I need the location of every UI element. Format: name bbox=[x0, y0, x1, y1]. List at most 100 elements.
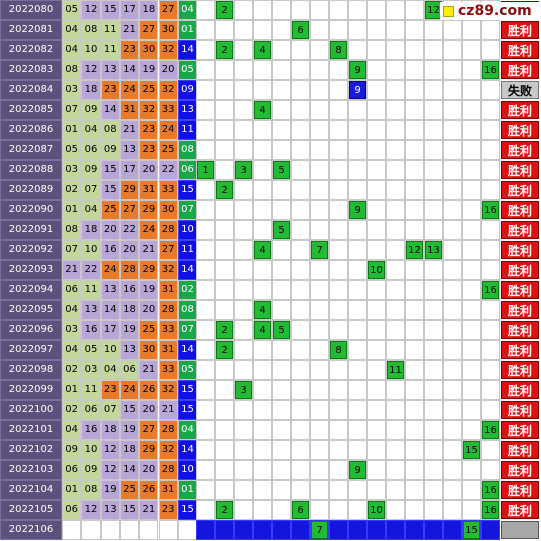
trend-cell bbox=[443, 100, 462, 120]
trend-cell bbox=[462, 40, 481, 60]
trend-cell bbox=[443, 420, 462, 440]
red-ball-cell: 29 bbox=[139, 260, 159, 280]
trend-cell bbox=[310, 60, 329, 80]
trend-cell bbox=[329, 220, 348, 240]
result-badge: 胜利 bbox=[501, 441, 539, 459]
red-ball-cell: 18 bbox=[119, 440, 140, 460]
trend-cell bbox=[481, 300, 500, 320]
issue-cell: 2022097 bbox=[0, 340, 62, 360]
blue-ball-cell: 11 bbox=[177, 240, 198, 260]
trend-cell bbox=[424, 140, 443, 160]
result-badge: 胜利 bbox=[501, 321, 539, 339]
trend-cell bbox=[329, 200, 348, 220]
trend-cell bbox=[329, 400, 348, 420]
blue-ball-cell: 14 bbox=[177, 260, 198, 280]
red-ball-cell: 12 bbox=[100, 440, 120, 460]
trend-cell bbox=[272, 420, 291, 440]
trend-cell bbox=[291, 320, 310, 340]
red-ball-cell: 12 bbox=[81, 60, 101, 80]
trend-cell bbox=[310, 360, 329, 380]
trend-cell bbox=[481, 260, 500, 280]
trend-cell bbox=[234, 0, 253, 20]
red-ball-cell: 18 bbox=[119, 300, 140, 320]
blue-ball-cell: 10 bbox=[177, 220, 198, 240]
red-ball-cell: 06 bbox=[81, 400, 101, 420]
trend-cell bbox=[348, 400, 367, 420]
hit-marker: 13 bbox=[425, 241, 442, 259]
trend-cell bbox=[253, 120, 272, 140]
trend-cell bbox=[443, 400, 462, 420]
trend-cell bbox=[462, 340, 481, 360]
red-ball-cell: 16 bbox=[81, 320, 101, 340]
red-ball-cell: 09 bbox=[81, 160, 101, 180]
trend-cell bbox=[481, 440, 500, 460]
red-ball-cell: 27 bbox=[119, 200, 140, 220]
trend-cell bbox=[253, 480, 272, 500]
trend-cell bbox=[272, 60, 291, 80]
red-ball-cell: 24 bbox=[100, 260, 120, 280]
trend-cell bbox=[215, 380, 234, 400]
trend-cell bbox=[443, 160, 462, 180]
trend-cell bbox=[386, 440, 405, 460]
issue-cell: 2022080 bbox=[0, 0, 62, 20]
red-ball-cell: 25 bbox=[139, 80, 159, 100]
hit-marker: 12 bbox=[406, 241, 423, 259]
result-badge: 胜利 bbox=[501, 201, 539, 219]
red-ball-cell: 27 bbox=[139, 20, 159, 40]
red-ball-cell: 12 bbox=[100, 460, 120, 480]
trend-cell bbox=[424, 440, 443, 460]
hit-marker: 9 bbox=[349, 81, 366, 99]
issue-cell: 2022082 bbox=[0, 40, 62, 60]
red-ball-cell: 19 bbox=[139, 60, 159, 80]
trend-cell bbox=[329, 240, 348, 260]
result-badge: 胜利 bbox=[501, 461, 539, 479]
trend-cell bbox=[310, 420, 329, 440]
red-ball-cell: 31 bbox=[119, 100, 140, 120]
trend-cell bbox=[272, 280, 291, 300]
red-ball-cell: 24 bbox=[139, 220, 159, 240]
trend-cell bbox=[272, 360, 291, 380]
trend-cell bbox=[481, 340, 500, 360]
trend-cell bbox=[234, 500, 253, 520]
red-ball-cell: 26 bbox=[139, 380, 159, 400]
red-ball-cell: 13 bbox=[81, 300, 101, 320]
trend-cell bbox=[272, 440, 291, 460]
trend-cell bbox=[196, 360, 215, 380]
trend-cell bbox=[443, 340, 462, 360]
site-logo[interactable]: cz89.com bbox=[440, 2, 540, 20]
forecast-cell bbox=[424, 520, 443, 540]
trend-cell bbox=[310, 100, 329, 120]
hit-marker: 8 bbox=[330, 41, 347, 59]
trend-cell bbox=[253, 200, 272, 220]
red-ball-cell: 20 bbox=[139, 400, 159, 420]
trend-cell bbox=[462, 220, 481, 240]
trend-cell bbox=[424, 280, 443, 300]
red-ball-cell: 33 bbox=[158, 320, 178, 340]
trend-cell bbox=[196, 40, 215, 60]
trend-cell bbox=[272, 260, 291, 280]
red-ball-cell: 17 bbox=[119, 0, 140, 20]
trend-cell bbox=[253, 400, 272, 420]
trend-cell bbox=[272, 340, 291, 360]
trend-cell bbox=[405, 260, 424, 280]
blue-ball-cell: 01 bbox=[177, 480, 198, 500]
trend-cell bbox=[386, 0, 405, 20]
red-ball-cell: 24 bbox=[119, 380, 140, 400]
trend-cell bbox=[367, 100, 386, 120]
blue-ball-cell: 08 bbox=[177, 300, 198, 320]
trend-cell bbox=[386, 60, 405, 80]
trend-cell bbox=[348, 300, 367, 320]
trend-cell bbox=[424, 380, 443, 400]
trend-cell bbox=[367, 60, 386, 80]
hit-marker: 15 bbox=[463, 441, 480, 459]
red-ball-cell: 08 bbox=[81, 20, 101, 40]
trend-cell bbox=[443, 200, 462, 220]
trend-cell bbox=[405, 120, 424, 140]
trend-cell bbox=[310, 200, 329, 220]
trend-cell bbox=[405, 160, 424, 180]
trend-cell bbox=[253, 80, 272, 100]
trend-cell bbox=[405, 80, 424, 100]
red-ball-cell: 09 bbox=[100, 140, 120, 160]
trend-cell bbox=[253, 500, 272, 520]
trend-cell bbox=[462, 460, 481, 480]
